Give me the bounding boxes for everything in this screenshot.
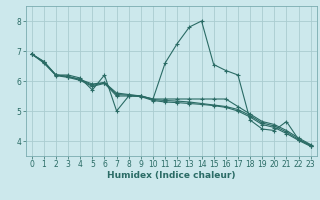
X-axis label: Humidex (Indice chaleur): Humidex (Indice chaleur) xyxy=(107,171,236,180)
